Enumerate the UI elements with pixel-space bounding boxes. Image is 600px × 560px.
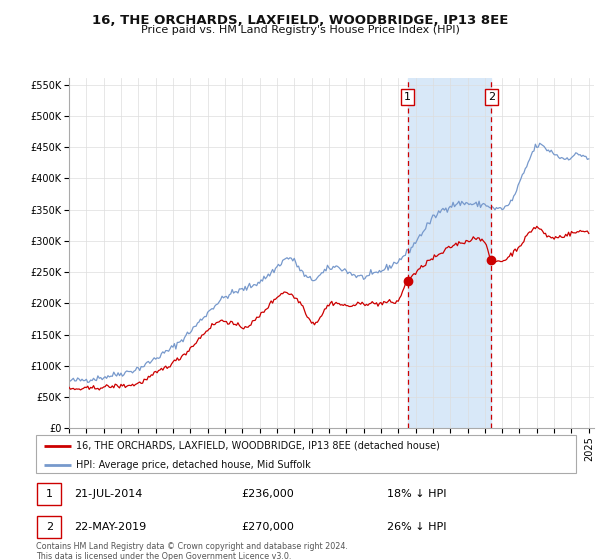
Bar	[37, 516, 61, 538]
Text: £236,000: £236,000	[241, 489, 294, 499]
Text: 16, THE ORCHARDS, LAXFIELD, WOODBRIDGE, IP13 8EE (detached house): 16, THE ORCHARDS, LAXFIELD, WOODBRIDGE, …	[77, 441, 440, 451]
Text: 21-JUL-2014: 21-JUL-2014	[74, 489, 142, 499]
Text: 1: 1	[46, 489, 53, 499]
Text: 26% ↓ HPI: 26% ↓ HPI	[387, 522, 446, 531]
Bar	[407, 78, 491, 428]
Text: Contains HM Land Registry data © Crown copyright and database right 2024.
This d: Contains HM Land Registry data © Crown c…	[36, 542, 348, 560]
Text: HPI: Average price, detached house, Mid Suffolk: HPI: Average price, detached house, Mid …	[77, 460, 311, 470]
Text: 16, THE ORCHARDS, LAXFIELD, WOODBRIDGE, IP13 8EE: 16, THE ORCHARDS, LAXFIELD, WOODBRIDGE, …	[92, 14, 508, 27]
Text: £270,000: £270,000	[241, 522, 294, 531]
Text: 1: 1	[404, 92, 411, 102]
Bar	[37, 483, 61, 505]
Text: Price paid vs. HM Land Registry's House Price Index (HPI): Price paid vs. HM Land Registry's House …	[140, 25, 460, 35]
Text: 2: 2	[46, 522, 53, 531]
Text: 2: 2	[488, 92, 495, 102]
Text: 22-MAY-2019: 22-MAY-2019	[74, 522, 146, 531]
Text: 18% ↓ HPI: 18% ↓ HPI	[387, 489, 446, 499]
